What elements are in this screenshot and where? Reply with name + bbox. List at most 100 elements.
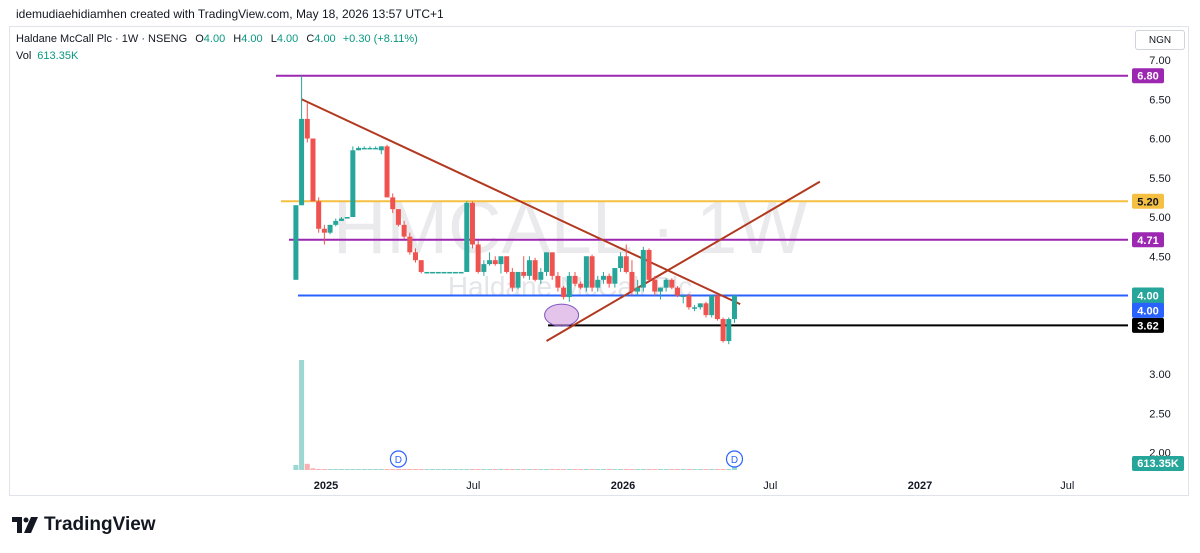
volume-bar: [390, 469, 396, 470]
candle-body: [430, 271, 436, 274]
candle: [469, 201, 475, 249]
change-value: +0.30 (+8.11%): [342, 33, 418, 45]
candle-body: [407, 236, 413, 253]
candle-body: [492, 260, 498, 265]
volume-bar: [373, 469, 379, 470]
candle: [333, 218, 339, 227]
candle: [526, 256, 532, 280]
level-label-5.20-bg: [1132, 193, 1164, 209]
volume-bar: [526, 469, 532, 470]
dividend-label: D: [395, 455, 402, 466]
volume-bar: [675, 469, 681, 470]
volume-bar: [299, 360, 305, 470]
candle-body: [413, 252, 419, 261]
candle: [663, 278, 669, 292]
currency-button[interactable]: NGN: [1135, 30, 1185, 50]
candle-body: [390, 197, 396, 210]
candle-body: [321, 228, 327, 233]
level-label-5.20: 5.20: [1132, 193, 1164, 209]
volume-bar: [469, 469, 475, 470]
volume-bar: [458, 469, 464, 470]
high-label: H: [233, 33, 242, 45]
highlight-ellipse: [544, 303, 580, 327]
candle: [595, 275, 601, 292]
candle: [384, 144, 390, 198]
candle: [424, 271, 430, 274]
volume-bar: [692, 469, 698, 470]
dividend-label: D: [731, 455, 738, 466]
candle-body: [452, 271, 458, 274]
y-tick-label: 4.50: [1149, 251, 1170, 263]
candle: [441, 271, 447, 274]
candle: [583, 256, 589, 292]
candle-body: [600, 275, 606, 280]
volume-bar: [726, 469, 732, 470]
candle: [657, 287, 663, 300]
blue-price-label-text: 4.00: [1137, 305, 1158, 317]
candle: [458, 271, 464, 274]
volume-bar: [413, 469, 419, 470]
volume-bar: [572, 469, 578, 470]
candle: [452, 271, 458, 274]
candle: [418, 260, 424, 274]
candle-body: [612, 268, 618, 284]
candle-body: [299, 118, 305, 206]
candle-body: [657, 287, 663, 292]
candle: [487, 252, 493, 266]
candle: [435, 271, 441, 274]
volume-bar: [652, 469, 658, 470]
volume-axis-text: 613.35K: [1137, 458, 1179, 470]
candle-body: [652, 279, 658, 292]
candle: [356, 146, 362, 151]
volume-bar: [481, 469, 487, 470]
candle-body: [589, 256, 595, 288]
y-tick-label: 3.00: [1149, 369, 1170, 381]
candle: [327, 224, 333, 235]
candle: [606, 273, 612, 288]
symbol-title: Haldane McCall Plc · 1W · NSENG: [16, 33, 188, 45]
candle: [304, 103, 310, 143]
close-label: C: [306, 33, 315, 45]
volume-bar: [378, 469, 384, 470]
tradingview-logo-icon: [12, 517, 38, 533]
volume-bar: [430, 469, 436, 470]
candle: [612, 268, 618, 288]
candle-body: [395, 209, 401, 225]
candle-body: [401, 224, 407, 237]
x-tick-label: 2025: [314, 480, 338, 492]
volume-bar: [532, 469, 538, 470]
volume-bar: [697, 469, 703, 470]
candle-body: [618, 256, 624, 269]
candle: [572, 271, 578, 287]
candle: [299, 75, 305, 206]
volume-bar: [578, 469, 584, 470]
candle-body: [384, 146, 390, 198]
y-tick-label: 5.00: [1149, 212, 1170, 224]
low-label: L: [270, 33, 277, 45]
x-tick-label: Jul: [1060, 480, 1074, 492]
candle-body: [549, 252, 555, 276]
candle-body: [686, 295, 692, 308]
candle: [475, 240, 481, 274]
candle: [686, 293, 692, 310]
candle: [532, 257, 538, 282]
candle-body: [555, 275, 561, 288]
candle: [635, 279, 641, 296]
volume-bar: [566, 469, 572, 470]
candle: [492, 256, 498, 266]
candle: [350, 146, 356, 217]
dividend-circle: [389, 450, 408, 468]
volume-bar: [401, 469, 407, 470]
volume-bar: [589, 469, 595, 470]
blue-price-label-bg: [1132, 302, 1164, 318]
candle-body: [720, 319, 726, 342]
candle: [378, 146, 384, 155]
candle: [310, 138, 316, 202]
candle: [447, 271, 453, 274]
volume-bar: [356, 469, 362, 470]
x-tick-label: Jul: [466, 480, 480, 492]
candle-body: [481, 264, 487, 272]
volume-bar: [623, 469, 629, 470]
candle: [407, 232, 413, 255]
